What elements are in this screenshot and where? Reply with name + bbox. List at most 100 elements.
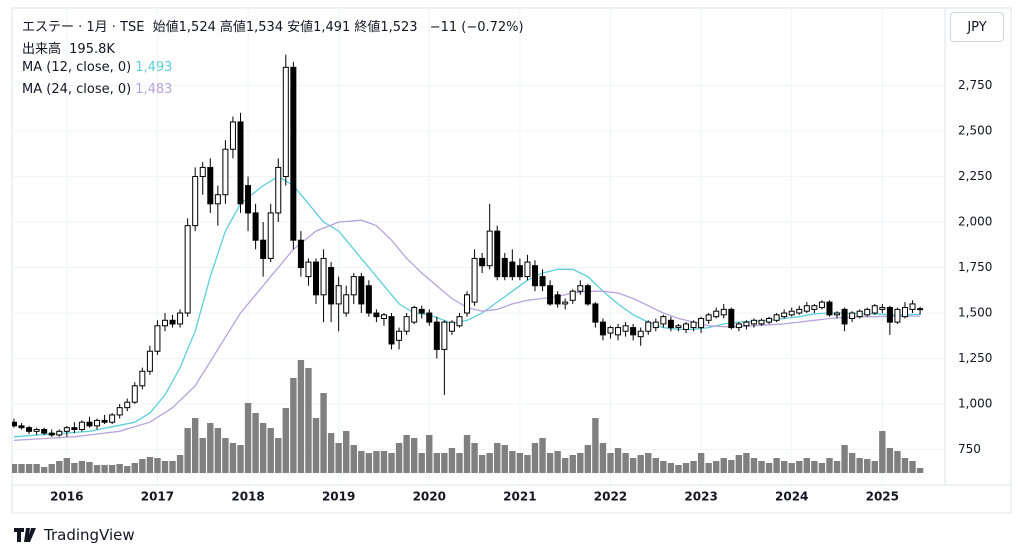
volume-bar [40,466,48,473]
y-tick-label: 1,000 [958,397,992,411]
volume-bar [856,458,863,473]
candle-body [803,305,810,312]
candle-body [101,419,108,423]
candle-body [335,285,342,305]
candle-body [275,166,282,214]
candle-body [56,430,63,436]
volume-bar [78,460,86,473]
volume-bar [509,450,516,473]
volume-bar [524,454,531,473]
volume-bar [161,460,169,473]
candle-body [531,265,538,287]
volume-bar [191,417,199,473]
x-tick-label: 2016 [50,490,83,504]
volume-bar [690,460,697,473]
volume-bar [773,458,780,473]
brand-logo [14,528,36,542]
candle-body [207,166,214,205]
volume-bar [184,428,191,473]
volume-bar [358,450,365,473]
candle-body [547,285,554,305]
volume-bar [554,450,561,473]
volume-bar [441,453,448,473]
candle-body [380,314,387,319]
candle-body [479,257,486,267]
candle-body [826,301,833,316]
y-tick-label: 1,500 [958,306,992,320]
candle-body [33,428,40,432]
volume-bar [365,453,373,473]
volume-bar [833,460,841,473]
volume-bar [305,367,312,473]
volume-bar [622,453,629,473]
candle-body [788,310,795,316]
candle-body [245,185,252,214]
candle-body [456,316,463,327]
candle-body [539,276,546,287]
candle-body [237,121,244,205]
volume-label: 出来高 [22,42,62,57]
candle-body [494,230,501,278]
candle-body [750,319,757,325]
volume-bar [614,447,622,473]
candle-body [569,290,576,301]
candle-body [901,307,908,318]
volume-bar [252,412,259,473]
volume-bar [803,458,811,473]
candle-body [615,327,622,336]
volume-bar [139,459,146,473]
volume-bar [267,428,274,473]
ma-legend-item: MA (12, close, 0) 1,493 [22,60,176,75]
volume-bar [146,456,154,473]
candle-body [124,401,131,409]
candle-body [660,316,667,325]
volume-bar [531,442,539,473]
volume-bar [101,465,108,473]
volume-bar [660,460,667,473]
candle-body [720,308,727,316]
volume-bar [758,460,765,473]
y-tick-label: 2,500 [958,124,992,138]
candle-body [26,427,33,432]
volume-bar [275,437,282,473]
candle-body [909,303,916,310]
volume-bar [176,454,184,473]
candle-body [86,421,93,427]
volume-bar [418,453,425,473]
candle-body [486,230,493,267]
ohlc-label: 始値 [152,20,179,35]
candle-body [426,312,433,323]
volume-bar [12,464,18,473]
candle-body [282,66,289,178]
x-tick-label: 2021 [503,490,536,504]
volume-bar [312,417,320,473]
candle-body [781,312,788,318]
x-tick-label: 2023 [684,490,717,504]
candle-body [411,307,418,323]
x-tick-label: 2025 [866,490,899,504]
ohlc-label: 高値 [219,20,246,35]
volume-bar [516,453,524,473]
volume-bar [607,453,614,473]
volume-bar [33,464,40,473]
volume-bar [871,460,878,473]
volume-bar [380,450,388,473]
volume-bar [343,430,350,473]
candle-body [396,330,403,341]
x-tick-label: 2019 [322,490,355,504]
candle-body [735,323,742,329]
ohlc-label: 終値 [354,20,381,35]
candle-body [683,323,690,330]
volume-bar [433,453,441,473]
candle-body [305,261,312,278]
volume-bar [463,435,471,473]
volume-bar [18,464,25,473]
candle-body [879,307,886,310]
candle-body [448,321,455,332]
candle-body [229,121,236,150]
currency-button[interactable]: JPY [950,12,1004,42]
ohlc-label: 安値 [287,20,314,35]
volume-bar [282,408,290,473]
